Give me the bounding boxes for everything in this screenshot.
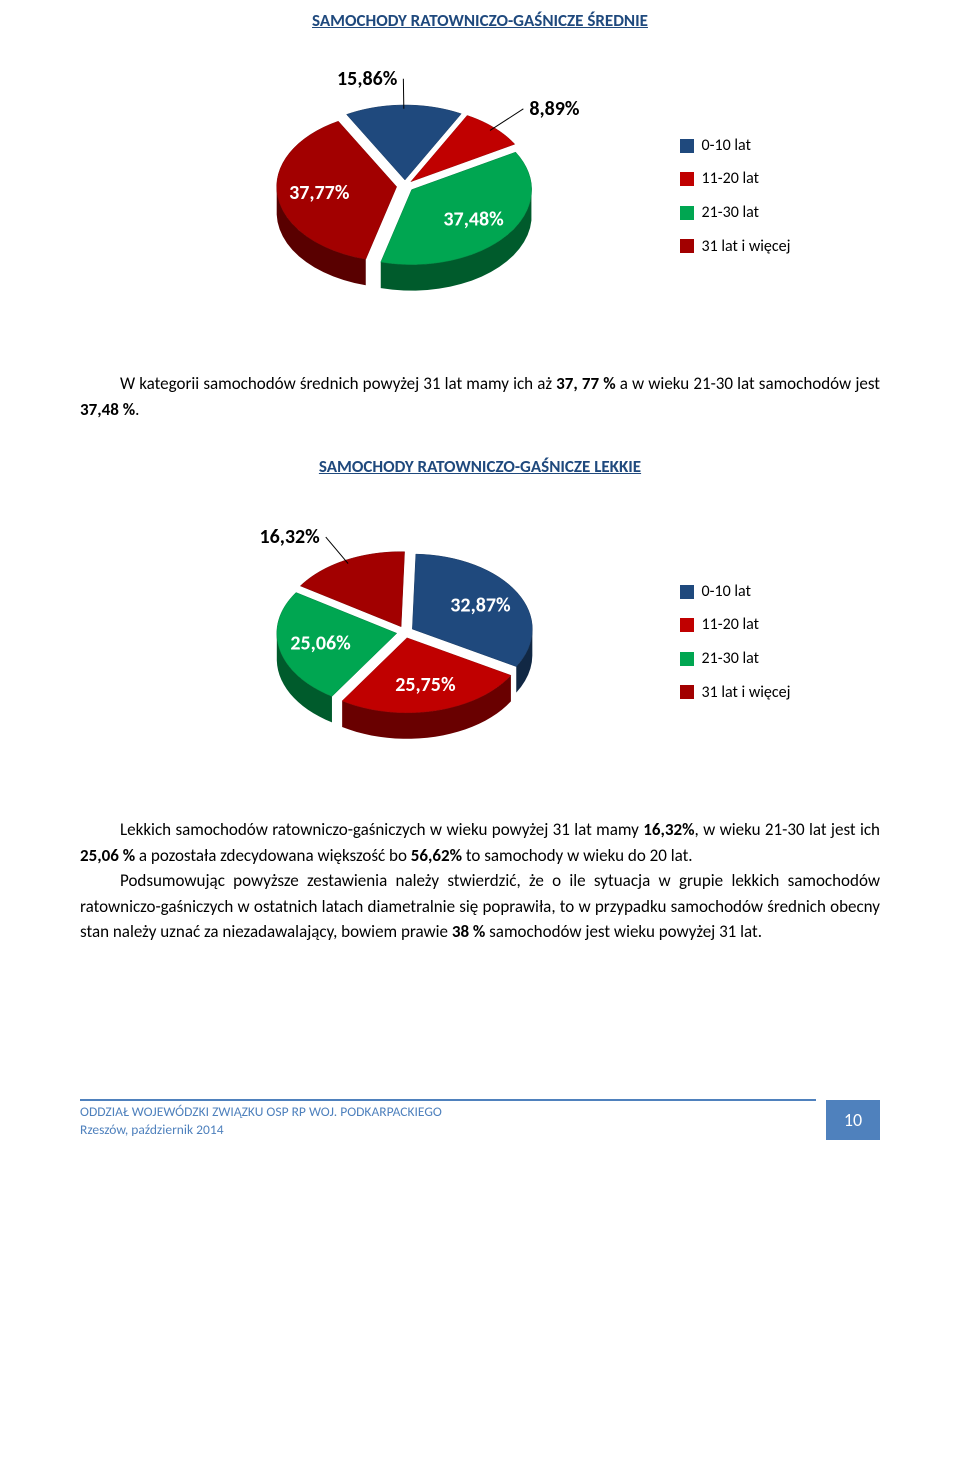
legend-item: 31 lat i więcej bbox=[680, 676, 791, 710]
text-bold: 38 % bbox=[452, 921, 485, 942]
page-footer: ODDZIAŁ WOJEWÓDZKI ZWIĄZKU OSP RP WOJ. P… bbox=[80, 1099, 880, 1141]
legend-label: 0-10 lat bbox=[702, 129, 751, 163]
text: . bbox=[135, 399, 139, 420]
pie-slice-label: 25,75% bbox=[395, 673, 456, 697]
text-bold: 37,48 % bbox=[80, 399, 135, 420]
text: a pozostała zdecydowana większość bo bbox=[135, 845, 411, 866]
text-bold: 25,06 % bbox=[80, 845, 135, 866]
legend-label: 11-20 lat bbox=[702, 608, 760, 642]
text: a w wieku 21-30 lat samochodów jest bbox=[616, 373, 880, 394]
legend-swatch bbox=[680, 585, 694, 599]
chart1-paragraph: W kategorii samochodów średnich powyżej … bbox=[80, 371, 880, 422]
legend-item: 0-10 lat bbox=[680, 129, 791, 163]
pie-slice-label: 37,77% bbox=[289, 181, 350, 205]
text-bold: 37, 77 % bbox=[556, 373, 615, 394]
chart2-wrap: 32,87% 16,32% 25,06% 25,75% 0-10 lat11-20 l… bbox=[80, 497, 880, 787]
text: to samochody w wieku do 20 lat. bbox=[462, 845, 693, 866]
text-bold: 56,62% bbox=[411, 845, 462, 866]
legend-label: 11-20 lat bbox=[702, 162, 760, 196]
chart2-title: SAMOCHODY RATOWNICZO-GAŚNICZE LEKKIE bbox=[80, 456, 880, 477]
pie-slice-label: 32,87% bbox=[450, 593, 511, 617]
pie-leader-line bbox=[490, 109, 523, 131]
legend-swatch bbox=[680, 685, 694, 699]
page-number: 10 bbox=[826, 1100, 880, 1140]
pie-slice-label: 15,86% bbox=[337, 67, 398, 91]
pie-slice-label: 16,32% bbox=[259, 525, 320, 549]
footer-line2: Rzeszów, październik 2014 bbox=[80, 1121, 224, 1138]
chart1-legend: 0-10 lat11-20 lat21-30 lat31 lat i więce… bbox=[680, 129, 791, 263]
legend-label: 0-10 lat bbox=[702, 575, 751, 609]
legend-item: 11-20 lat bbox=[680, 162, 791, 196]
legend-swatch bbox=[680, 239, 694, 253]
legend-swatch bbox=[680, 618, 694, 632]
chart2-paragraph: Lekkich samochodów ratowniczo-gaśniczych… bbox=[80, 817, 880, 945]
pie-slice-label: 37,48% bbox=[443, 207, 504, 231]
legend-swatch bbox=[680, 652, 694, 666]
legend-item: 0-10 lat bbox=[680, 575, 791, 609]
text: W kategorii samochodów średnich powyżej … bbox=[120, 373, 556, 394]
chart1-title: SAMOCHODY RATOWNICZO-GAŚNICZE ŚREDNIE bbox=[80, 10, 880, 31]
legend-label: 31 lat i więcej bbox=[702, 676, 791, 710]
text: , w wieku 21-30 lat jest ich bbox=[694, 819, 880, 840]
text-bold: 16,32% bbox=[643, 819, 694, 840]
chart2-pie: 32,87% 16,32% 25,06% 25,75% bbox=[170, 497, 640, 787]
legend-label: 21-30 lat bbox=[702, 642, 760, 676]
text: Lekkich samochodów ratowniczo-gaśniczych… bbox=[120, 819, 643, 840]
legend-swatch bbox=[680, 139, 694, 153]
pie-leader-line bbox=[325, 537, 347, 564]
legend-item: 21-30 lat bbox=[680, 196, 791, 230]
pie-slice-label: 8,89% bbox=[529, 97, 580, 121]
footer-line1: ODDZIAŁ WOJEWÓDZKI ZWIĄZKU OSP RP WOJ. P… bbox=[80, 1103, 442, 1120]
footer-text: ODDZIAŁ WOJEWÓDZKI ZWIĄZKU OSP RP WOJ. P… bbox=[80, 1099, 816, 1141]
legend-swatch bbox=[680, 206, 694, 220]
legend-label: 21-30 lat bbox=[702, 196, 760, 230]
legend-item: 11-20 lat bbox=[680, 608, 791, 642]
pie-slice-label: 25,06% bbox=[290, 632, 351, 656]
chart1-pie: 8,89% 15,86% 37,77% 37,48% bbox=[170, 51, 640, 341]
legend-item: 31 lat i więcej bbox=[680, 230, 791, 264]
legend-item: 21-30 lat bbox=[680, 642, 791, 676]
legend-swatch bbox=[680, 172, 694, 186]
legend-label: 31 lat i więcej bbox=[702, 230, 791, 264]
chart1-wrap: 8,89% 15,86% 37,77% 37,48% 0-10 lat11-20 la… bbox=[80, 51, 880, 341]
text: samochodów jest wieku powyżej 31 lat. bbox=[485, 921, 762, 942]
chart2-legend: 0-10 lat11-20 lat21-30 lat31 lat i więce… bbox=[680, 575, 791, 709]
